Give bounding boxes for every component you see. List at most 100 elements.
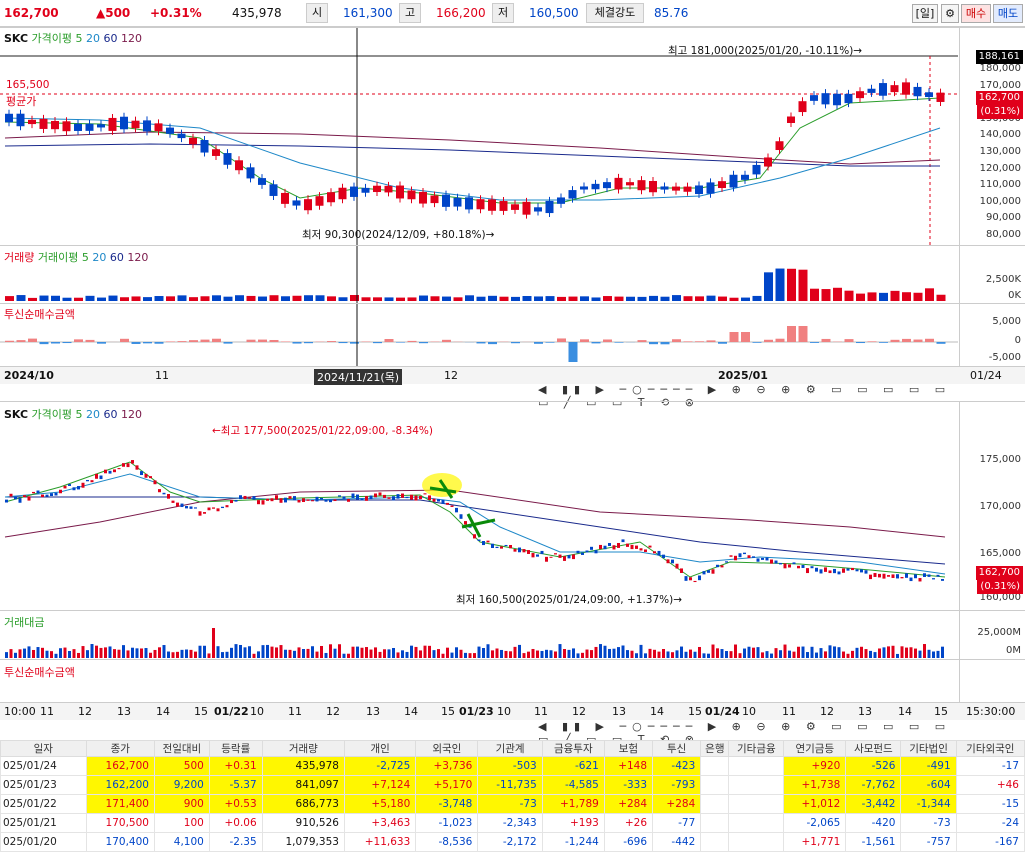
table-header[interactable]: 일자	[0, 740, 87, 757]
intraday-candle	[720, 565, 724, 568]
intraday-toolbar[interactable]: ◀ ▮▮ ▶ ─○──── ▶ ⊕ ⊖ ⊕ ⚙ ▭ ▭ ▭ ▭ ▭ ▭ ╱ ▭ …	[538, 720, 952, 746]
table-header[interactable]: 보험	[603, 740, 654, 757]
table-cell	[728, 813, 785, 833]
fund-bar	[706, 340, 716, 342]
intraday-candle	[414, 495, 418, 501]
amount-bar	[81, 646, 85, 658]
intraday-x-label: 14	[898, 705, 912, 718]
table-header[interactable]: 전일대비	[153, 740, 210, 757]
volume-bar	[465, 295, 474, 301]
amount-bar	[342, 653, 346, 658]
daily-volume-pane[interactable]: 거래량 거래이평 5 20 60 120 2,500K 0K	[0, 245, 1025, 304]
table-header[interactable]: 기타외국인	[955, 740, 1025, 757]
amount-bar	[936, 650, 940, 658]
table-header[interactable]: 등락률	[208, 740, 263, 757]
intraday-candle	[140, 471, 143, 476]
table-cell: -2.35	[208, 832, 263, 852]
table-cell: 025/01/22	[0, 794, 87, 814]
amount-bar	[45, 650, 49, 658]
table-header[interactable]: 투신	[652, 740, 702, 757]
table-cell: -7,762	[845, 775, 902, 795]
table-header[interactable]: 개인	[343, 740, 417, 757]
intraday-candle	[797, 565, 800, 569]
table-header[interactable]: 금융투자	[541, 740, 605, 757]
daily-x-axis[interactable]: 2024/10 11 2024/11/21(목) 12 2025/01 01/2…	[0, 366, 1025, 385]
period-selector[interactable]: [일]	[912, 4, 938, 23]
table-cell: +1,771	[783, 832, 847, 852]
intraday-title: SKC	[4, 408, 29, 421]
intraday-candle	[801, 565, 805, 568]
intraday-candle	[536, 554, 539, 557]
daily-candle	[453, 197, 462, 207]
table-row[interactable]: 025/01/21 170,500 100 +0.06 910,526 +3,463 -1,…	[0, 813, 1025, 833]
table-header[interactable]: 거래량	[261, 740, 345, 757]
daily-candle	[131, 120, 140, 129]
daily-price-pane[interactable]: SKC 가격이평 5 20 60 120 최고 181,000(2025/01/…	[0, 27, 1025, 246]
table-header[interactable]: 연기금등	[783, 740, 847, 757]
volume-bar	[51, 295, 60, 301]
table-header[interactable]: 기타금융	[728, 740, 785, 757]
amount-bar	[113, 649, 116, 658]
intraday-amount-pane[interactable]: 거래대금 25,000M 0M	[0, 610, 1025, 660]
intraday-fund-pane[interactable]: 투신순매수금액	[0, 659, 1025, 703]
settings-icon[interactable]: ⚙	[941, 4, 959, 23]
table-cell: -73	[477, 794, 543, 814]
intraday-candle	[203, 512, 206, 514]
amount-bar	[221, 652, 224, 658]
intraday-x-axis[interactable]: 10:00 11 12 13 14 15 01/22 10 11 12 13 14 15 01/23 10 1…	[0, 702, 1025, 720]
volume-ma20-legend: 20	[92, 251, 107, 264]
intraday-candle	[747, 555, 751, 558]
intraday-candle	[756, 558, 760, 562]
amount-bar	[923, 644, 926, 658]
intraday-candle	[266, 498, 269, 501]
amount-bar	[693, 651, 697, 658]
table-cell: +193	[541, 813, 605, 833]
quote-bar: 162,700 ▲500 +0.31% 435,978 시 161,300 고 …	[0, 0, 1025, 27]
fund-bar	[660, 342, 670, 345]
table-header[interactable]: 은행	[700, 740, 730, 757]
intraday-candle	[387, 497, 391, 499]
intraday-candle	[185, 506, 188, 509]
amount-bar	[36, 647, 40, 658]
fund-bar	[373, 342, 382, 344]
daily-y-tick: 180,000	[979, 63, 1021, 74]
fund-bar	[223, 342, 233, 344]
amount-bar	[171, 652, 175, 658]
table-row[interactable]: 025/01/23 162,200 9,200 -5.37 841,097 +7,124 +…	[0, 775, 1025, 795]
intraday-price-pane[interactable]: SKC 가격이평 5 20 60 120 ←최고 177,500(2025/01…	[0, 401, 1025, 611]
daily-fund-pane[interactable]: 투신순매수금액 5,000 0 -5,000	[0, 303, 1025, 367]
intraday-candle	[419, 495, 422, 500]
sell-button[interactable]: 매도	[993, 4, 1023, 23]
amount-bar	[396, 652, 400, 658]
table-row[interactable]: 025/01/20 170,400 4,100 -2.35 1,079,353 +11,6…	[0, 832, 1025, 852]
chart-toolbar[interactable]: ◀ ▮▮ ▶ ─○──── ▶ ⊕ ⊖ ⊕ ⚙ ▭ ▭ ▭ ▭ ▭ ▭ ╱ ▭ …	[538, 383, 952, 409]
amount-bar	[410, 645, 413, 658]
amount-bar	[59, 648, 62, 658]
daily-candle	[269, 184, 278, 196]
amount-bar	[707, 653, 710, 658]
table-row[interactable]: 025/01/24 162,700 500 +0.31 435,978 -2,725 +3,…	[0, 756, 1025, 776]
intraday-candle	[522, 549, 526, 553]
table-header[interactable]: 기관계	[477, 740, 543, 757]
table-cell	[728, 832, 785, 852]
table-cell: -2,725	[343, 756, 417, 776]
fund-bar	[775, 338, 785, 342]
intraday-x-label: 13	[117, 705, 131, 718]
table-row[interactable]: 025/01/22 171,400 900 +0.53 686,773 +5,180 -3,…	[0, 794, 1025, 814]
table-header[interactable]: 종가	[85, 740, 155, 757]
amount-bar	[306, 648, 310, 658]
table-header[interactable]: 외국인	[415, 740, 479, 757]
buy-button[interactable]: 매수	[961, 4, 991, 23]
table-cell: -1,244	[541, 832, 605, 852]
amount-bar	[297, 647, 301, 658]
daily-candle	[522, 201, 531, 215]
table-cell: +5,170	[415, 775, 479, 795]
daily-candle	[465, 197, 473, 210]
table-cell: +284	[603, 794, 654, 814]
table-header[interactable]: 기타법인	[900, 740, 957, 757]
intraday-candle	[464, 521, 467, 525]
intraday-candle	[900, 576, 904, 579]
intraday-x-label: 13	[612, 705, 626, 718]
table-header[interactable]: 사모펀드	[845, 740, 902, 757]
intraday-candle	[108, 470, 112, 474]
